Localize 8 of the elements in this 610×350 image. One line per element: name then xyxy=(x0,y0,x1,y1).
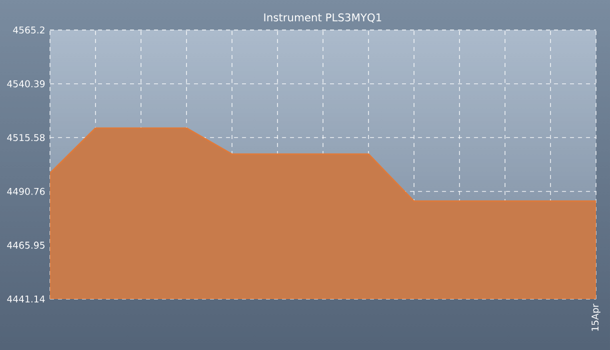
y-tick-label: 4441.14 xyxy=(7,296,45,302)
y-tick-label: 4515.58 xyxy=(7,134,45,142)
y-tick-label: 4465.95 xyxy=(7,242,44,249)
y-tick-label: 4540.39 xyxy=(7,80,45,88)
y-tick-label: 4490.76 xyxy=(7,188,45,195)
x-tick-label: 15Apr xyxy=(592,304,600,331)
y-tick-label: 4565.2 xyxy=(13,26,44,34)
chart-title: Instrument PLS3MYQ1 xyxy=(264,13,382,23)
